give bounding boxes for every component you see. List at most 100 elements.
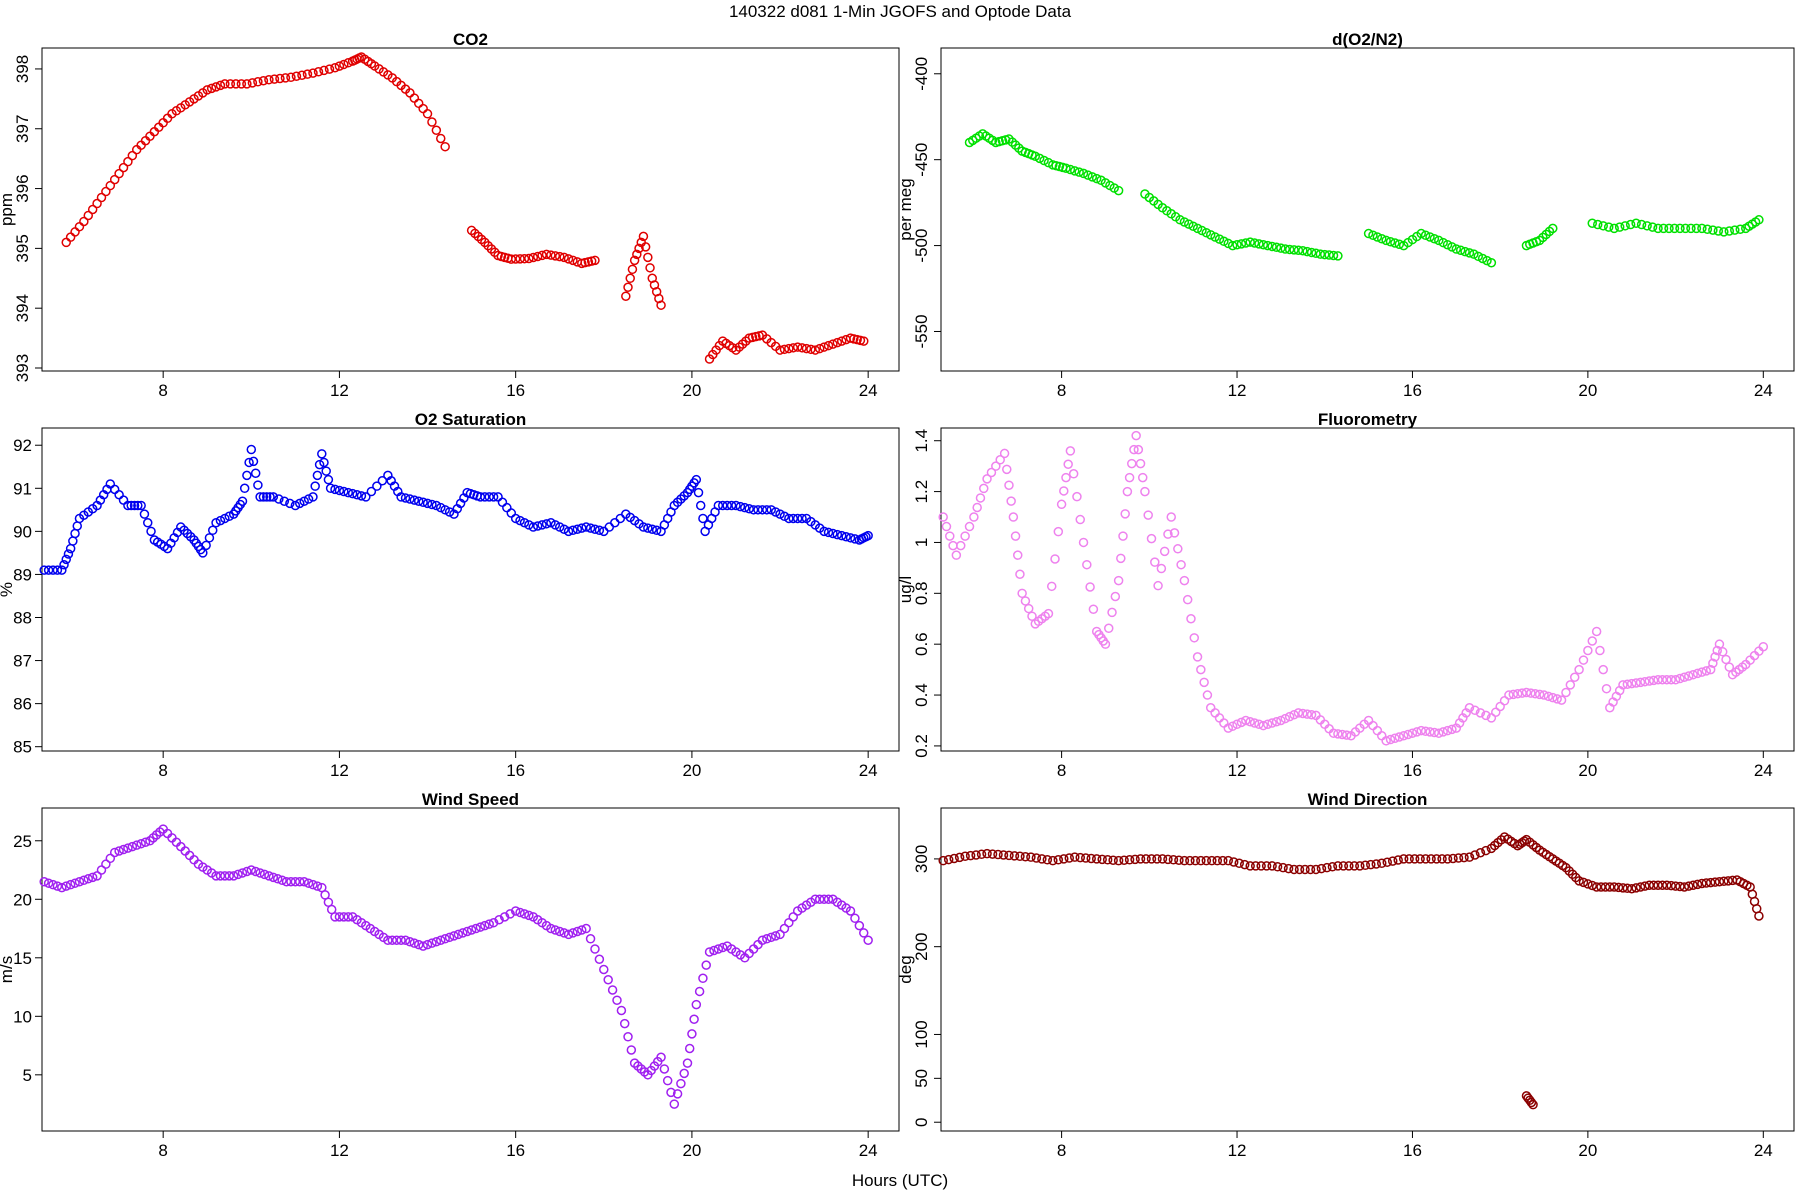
data-point	[1377, 730, 1387, 741]
data-point	[1675, 881, 1685, 892]
data-point	[1156, 563, 1167, 574]
data-point	[1470, 705, 1480, 716]
data-point	[250, 468, 261, 478]
data-point	[1210, 232, 1220, 242]
data-point	[1322, 862, 1332, 873]
data-point	[1023, 603, 1034, 614]
data-point	[502, 502, 512, 513]
y-tick-label: 395	[13, 234, 32, 262]
data-point	[220, 513, 230, 524]
x-tick-label: 12	[330, 761, 349, 780]
data-point	[1653, 675, 1663, 685]
data-point	[550, 925, 561, 935]
data-point	[1434, 235, 1444, 246]
data-point	[1587, 880, 1598, 891]
data-point	[1688, 669, 1698, 680]
data-point	[1276, 243, 1286, 253]
data-point	[718, 942, 728, 953]
data-point	[418, 941, 428, 951]
x-axis-label: Hours (UTC)	[851, 1171, 949, 1190]
data-point	[1447, 242, 1457, 252]
data-point	[1692, 668, 1703, 679]
data-point	[845, 906, 856, 916]
data-point	[114, 846, 124, 856]
data-point	[248, 456, 259, 467]
data-point	[832, 529, 843, 540]
data-point	[312, 470, 323, 481]
data-point	[1548, 692, 1558, 703]
data-point	[693, 487, 704, 498]
data-point	[995, 455, 1005, 465]
panel-title: O2 Saturation	[415, 410, 526, 429]
data-point	[1578, 655, 1589, 665]
data-point	[1754, 215, 1764, 225]
data-point	[1031, 853, 1042, 863]
data-point	[1338, 861, 1349, 871]
data-point	[1050, 554, 1060, 564]
data-point	[563, 526, 574, 537]
data-point	[1046, 581, 1057, 592]
data-point	[409, 93, 420, 103]
data-point	[713, 500, 724, 511]
data-point	[1315, 249, 1326, 259]
data-point	[1482, 255, 1492, 266]
data-point	[1705, 877, 1716, 888]
y-axis-label: m/s	[0, 956, 16, 983]
data-point	[1519, 836, 1530, 846]
y-tick-label: 0.4	[912, 683, 931, 707]
data-point	[585, 523, 596, 533]
data-point	[436, 502, 446, 513]
data-point	[948, 540, 958, 551]
data-point	[1662, 880, 1672, 890]
data-point	[1416, 228, 1426, 239]
data-point	[1754, 911, 1764, 921]
data-point	[1091, 173, 1102, 184]
data-point	[1064, 853, 1075, 863]
data-point	[480, 492, 490, 502]
data-point	[343, 912, 353, 922]
data-point	[954, 852, 965, 863]
y-axis-label: ug/l	[896, 576, 915, 603]
data-point	[246, 865, 257, 875]
data-point	[1552, 694, 1562, 704]
data-point	[1717, 647, 1728, 657]
data-point	[1070, 166, 1080, 176]
data-point	[1385, 236, 1396, 247]
data-point	[1179, 855, 1190, 866]
data-point	[313, 67, 324, 77]
y-tick-label: 0.6	[912, 632, 931, 656]
data-point	[1598, 664, 1608, 675]
data-point	[87, 872, 98, 883]
data-point	[669, 1099, 680, 1109]
data-point	[1724, 226, 1735, 236]
data-point	[494, 915, 504, 925]
data-point	[810, 345, 821, 355]
data-point	[422, 498, 433, 509]
data-point	[1697, 878, 1707, 889]
data-point	[253, 77, 263, 87]
data-point	[1053, 526, 1064, 537]
data-point	[48, 565, 58, 575]
data-point	[559, 928, 569, 938]
data-point	[1245, 861, 1255, 871]
data-point	[1113, 185, 1124, 196]
data-point	[1442, 239, 1453, 250]
data-point	[264, 871, 274, 881]
data-point	[814, 343, 825, 354]
data-point	[1034, 153, 1045, 164]
data-point	[568, 928, 578, 938]
x-tick-label: 12	[330, 381, 349, 400]
data-point	[139, 509, 150, 519]
data-point	[814, 894, 825, 905]
data-point	[698, 973, 708, 984]
data-point	[1683, 671, 1694, 681]
data-point	[497, 497, 508, 508]
data-point	[211, 82, 221, 92]
data-point	[1201, 227, 1212, 238]
data-point	[323, 474, 334, 485]
data-point	[1124, 472, 1135, 483]
data-point	[1640, 881, 1650, 891]
plot-frame	[940, 47, 1795, 372]
data-point	[616, 1005, 627, 1016]
data-point	[541, 519, 552, 529]
